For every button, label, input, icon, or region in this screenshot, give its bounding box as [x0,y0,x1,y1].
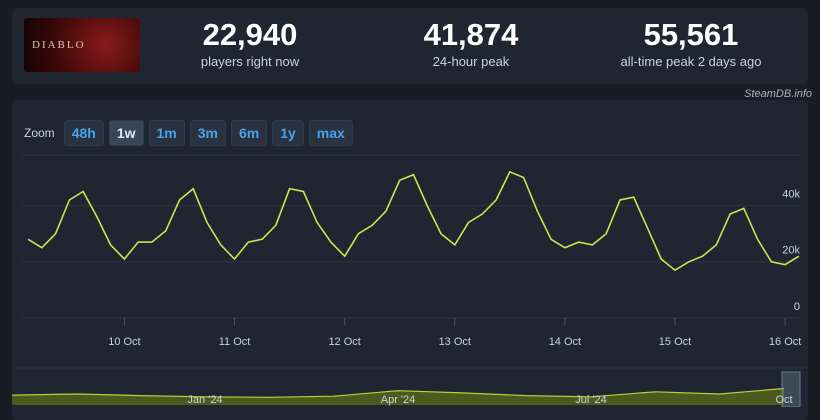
stat-value: 55,561 [643,17,739,52]
x-tick-label: 14 Oct [549,336,581,348]
zoom-button[interactable]: 3m [189,120,226,146]
x-tick-label: 16 Oct [769,336,801,348]
overview-area [12,388,784,405]
zoom-bar: Zoom 48h 1w 1m 3m 6m 1y max [24,120,353,146]
y-tick-label: 40k [782,188,800,200]
x-tick-label: Jan '24 [187,394,222,406]
zoom-button[interactable]: 1m [148,120,185,146]
zoom-button[interactable]: 6m [230,120,268,146]
overview-line [11,387,785,398]
watermark[interactable]: SteamDB.info [744,88,812,100]
x-tick-label: Jul '24 [575,394,606,406]
charts: 0 20k 40k 10 Oct 11 Oct 12 Oct 13 Oct 14 Oct 15 … [11,154,808,407]
stat-value: 22,940 [202,17,298,52]
stat-label: all-time peak 2 days ago [620,54,762,69]
x-tick-label: 10 Oct [108,336,140,348]
chart-panel [12,100,808,420]
x-tick-label: 11 Oct [219,336,251,348]
stat-label: 24-hour peak [432,54,510,69]
zoom-button[interactable]: 1y [272,120,304,146]
stat: 41,874 24-hour peak [371,17,571,70]
zoom-button[interactable]: max [308,120,353,146]
x-tick-label: Oct [775,394,792,406]
x-tick-label: Apr '24 [381,394,416,406]
page: DIABLO 22,940 players right now 41,874 24-… [11,8,812,420]
y-tick-label: 0 [794,301,800,313]
stat: 55,561 all-time peak 2 days ago [591,17,791,70]
overview-handle [781,371,801,407]
stats-panel [12,8,808,84]
stat-label: players right now [200,54,300,69]
stat-value: 41,874 [423,17,519,52]
x-tick-label: 13 Oct [439,336,471,348]
zoom-label: Zoom [24,126,55,140]
player-line [27,170,800,272]
x-tick-label: 15 Oct [659,336,691,348]
x-tick-label: 12 Oct [328,336,360,348]
game-logo[interactable]: DIABLO [24,18,140,72]
zoom-button[interactable]: 1w [108,120,144,146]
stat: 22,940 players right now [150,17,350,70]
y-tick-label: 20k [782,245,800,257]
zoom-button[interactable]: 48h [63,120,104,146]
